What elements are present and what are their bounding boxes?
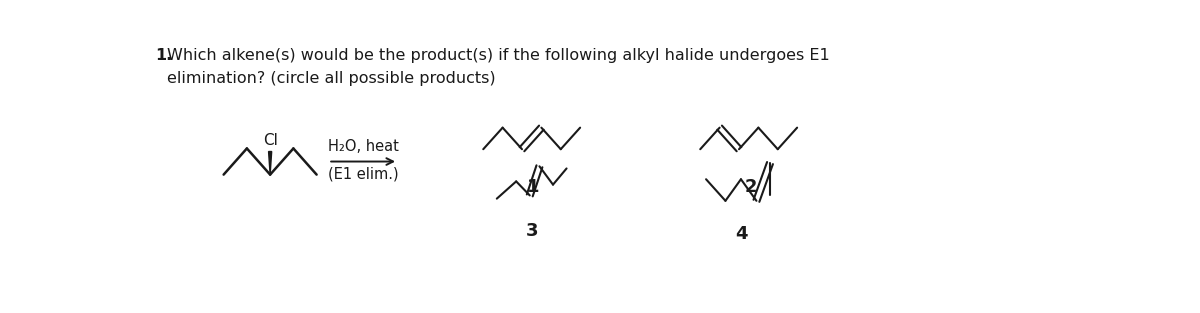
Text: 2: 2 — [744, 178, 757, 197]
Text: 1.: 1. — [156, 48, 173, 63]
Polygon shape — [269, 151, 271, 175]
Text: H₂O, heat: H₂O, heat — [328, 139, 398, 154]
Text: 3: 3 — [526, 222, 538, 240]
Text: (E1 elim.): (E1 elim.) — [328, 166, 398, 181]
Text: Which alkene(s) would be the product(s) if the following alkyl halide undergoes : Which alkene(s) would be the product(s) … — [167, 48, 830, 63]
Text: 4: 4 — [734, 225, 748, 244]
Text: Cl: Cl — [263, 133, 277, 148]
Text: elimination? (circle all possible products): elimination? (circle all possible produc… — [167, 71, 496, 86]
Text: 1: 1 — [527, 178, 540, 197]
